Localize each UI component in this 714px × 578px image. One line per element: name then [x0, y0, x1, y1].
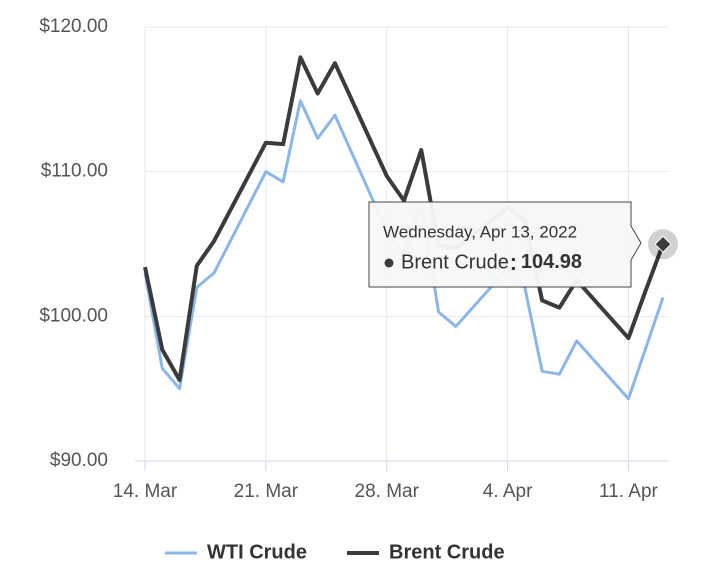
tooltip-separator	[511, 258, 515, 261]
legend-label[interactable]: WTI Crude	[207, 541, 307, 563]
y-tick-label: $110.00	[41, 161, 108, 182]
tooltip-box	[368, 201, 642, 288]
hover-marker	[654, 235, 672, 253]
series-line	[143, 55, 665, 382]
tooltip-title: Wednesday, Apr 13, 2022	[383, 222, 577, 241]
tooltip-series: Brent Crude	[401, 251, 509, 273]
x-tick-label: 21. Mar	[234, 481, 299, 502]
x-tick-label: 28. Mar	[355, 481, 420, 502]
tooltip-entry: 104.98	[521, 251, 582, 273]
x-tick-label: 14. Mar	[113, 481, 178, 502]
y-tick-label: $120.00	[39, 16, 108, 37]
legend-label[interactable]: Brent Crude	[389, 541, 505, 563]
tooltip: Wednesday, Apr 13, 2022 104.98 Brent Crude	[368, 201, 642, 288]
tooltip-value: 104.98	[521, 251, 582, 273]
tooltip-bullet	[384, 258, 394, 268]
x-tick-label: 11. Apr	[599, 481, 658, 502]
x-tick-label: 4. Apr	[483, 481, 533, 502]
y-tick-label: $90.00	[50, 450, 108, 471]
tooltip-separator	[511, 267, 515, 270]
y-tick-label: $100.00	[39, 305, 108, 326]
